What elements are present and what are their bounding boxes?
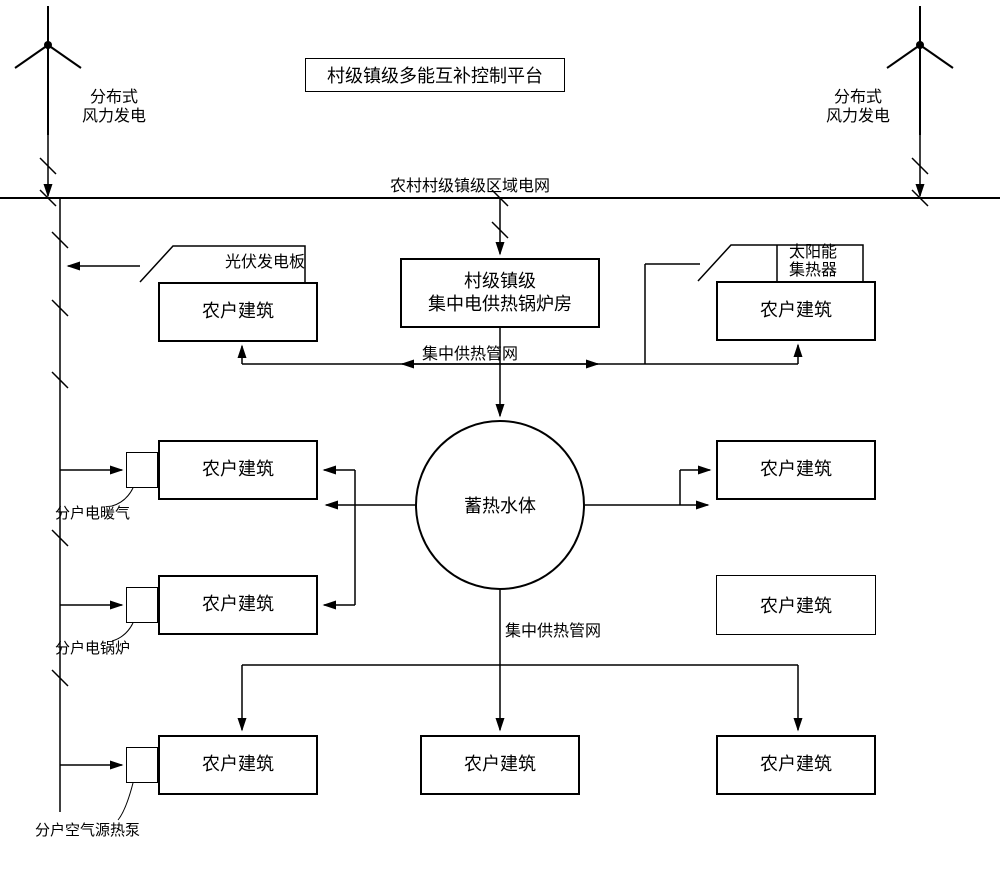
household-ashp-label: 分户空气源热泵 bbox=[35, 822, 140, 840]
wind-turbine-left bbox=[15, 6, 81, 135]
household-ashp-box bbox=[126, 747, 158, 783]
household-heater-box bbox=[126, 452, 158, 488]
grid-label: 农村村级镇级区域电网 bbox=[390, 177, 550, 196]
farmhouse-box: 农户建筑 bbox=[158, 440, 318, 500]
wind-turbine-right bbox=[887, 6, 953, 135]
thermal-storage-circle: 蓄热水体 bbox=[415, 420, 585, 590]
pv-label: 光伏发电板 bbox=[225, 253, 305, 272]
farmhouse-box: 农户建筑 bbox=[716, 440, 876, 500]
farmhouse-box: 农户建筑 bbox=[158, 282, 318, 342]
title-box: 村级镇级多能互补控制平台 bbox=[305, 58, 565, 92]
household-heater-label: 分户电暖气 bbox=[55, 505, 130, 523]
household-boiler-box bbox=[126, 587, 158, 623]
farmhouse-box: 农户建筑 bbox=[716, 281, 876, 341]
wind-left-label: 分布式 风力发电 bbox=[82, 88, 146, 126]
farmhouse-box: 农户建筑 bbox=[716, 735, 876, 795]
farmhouse-box: 农户建筑 bbox=[420, 735, 580, 795]
farmhouse-box: 农户建筑 bbox=[158, 735, 318, 795]
heating-network-label-1: 集中供热管网 bbox=[422, 345, 518, 364]
household-boiler-label: 分户电锅炉 bbox=[55, 640, 130, 658]
farmhouse-box: 农户建筑 bbox=[158, 575, 318, 635]
boiler-room-box: 村级镇级 集中电供热锅炉房 bbox=[400, 258, 600, 328]
wind-right-label: 分布式 风力发电 bbox=[826, 88, 890, 126]
solar-collector-label: 太阳能 集热器 bbox=[789, 244, 837, 279]
heating-network-label-2: 集中供热管网 bbox=[505, 622, 601, 641]
farmhouse-box: 农户建筑 bbox=[716, 575, 876, 635]
